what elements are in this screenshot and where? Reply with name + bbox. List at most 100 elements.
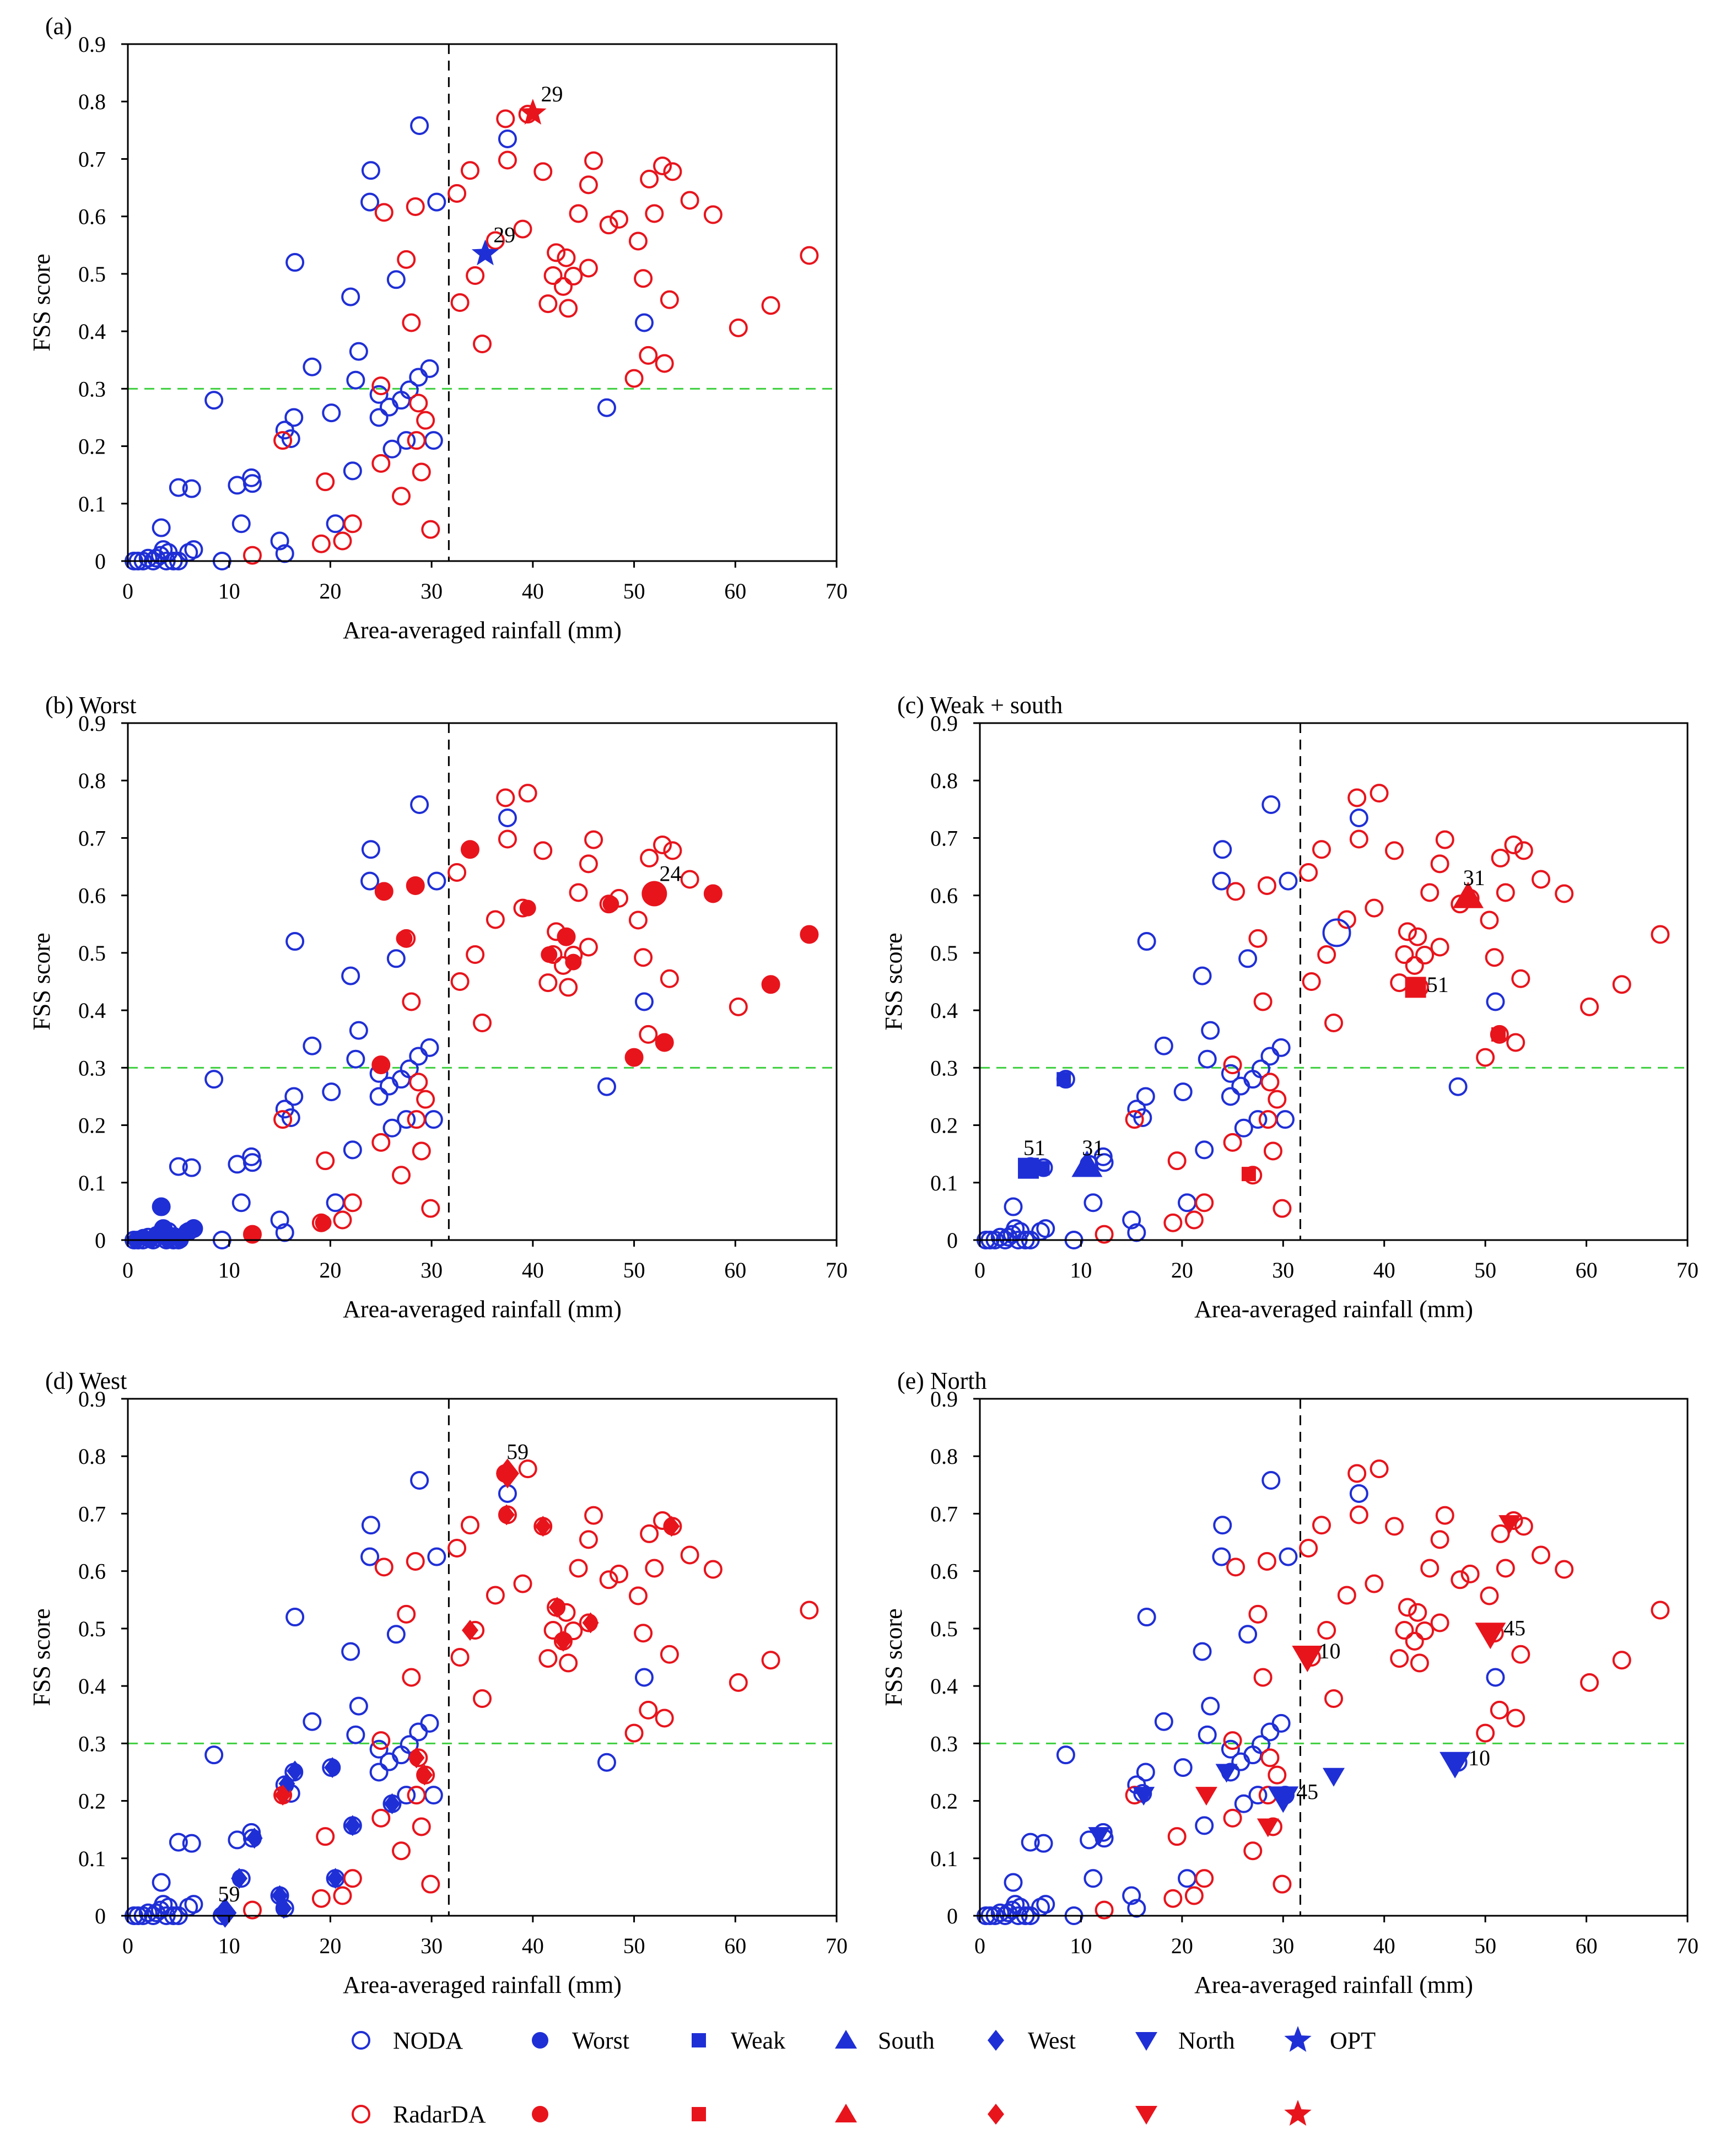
data-point xyxy=(460,161,479,180)
legend-marker xyxy=(835,2030,857,2049)
series-south xyxy=(1452,881,1484,908)
x-tick-label: 10 xyxy=(218,1258,240,1282)
data-point xyxy=(392,1166,411,1185)
data-point xyxy=(1337,1586,1356,1605)
data-point xyxy=(397,431,416,450)
data-point xyxy=(1480,1586,1499,1605)
data-point xyxy=(610,209,629,229)
data-point xyxy=(1133,1787,1155,1806)
data-point xyxy=(1261,795,1281,814)
x-tick-label: 20 xyxy=(1171,1258,1193,1282)
data-point xyxy=(1136,1087,1155,1106)
data-point xyxy=(1260,1073,1280,1092)
data-point xyxy=(1408,1603,1427,1622)
data-point xyxy=(1133,1108,1152,1128)
data-point xyxy=(371,1133,391,1152)
data-point xyxy=(762,976,779,993)
y-tick-label: 0.6 xyxy=(930,1559,958,1584)
series-south xyxy=(1071,1150,1103,1177)
series-worst xyxy=(244,841,818,1243)
data-point xyxy=(450,1648,470,1667)
data-point xyxy=(1125,1110,1144,1129)
data-point xyxy=(1496,1559,1515,1578)
data-point xyxy=(1480,910,1499,930)
x-tick-label: 70 xyxy=(826,1258,848,1282)
legend-label: South xyxy=(878,2027,935,2054)
data-label: 51 xyxy=(1023,1135,1045,1160)
data-point xyxy=(761,296,780,315)
data-point xyxy=(346,1049,365,1069)
data-point xyxy=(406,1551,425,1571)
data-point xyxy=(519,99,547,125)
data-point xyxy=(346,370,365,390)
data-point xyxy=(379,397,398,417)
data-label: 31 xyxy=(1082,1135,1104,1160)
y-tick-label: 0.4 xyxy=(78,998,106,1023)
data-point xyxy=(1420,883,1440,902)
data-point xyxy=(152,1873,171,1892)
y-axis-label: FSS score xyxy=(880,933,907,1030)
data-point xyxy=(800,246,819,265)
data-point xyxy=(1241,1167,1256,1182)
data-point xyxy=(1083,1193,1103,1212)
series-worst xyxy=(127,1198,202,1248)
data-point xyxy=(270,1210,289,1230)
data-point xyxy=(1390,1649,1409,1668)
data-point xyxy=(303,1036,322,1055)
y-tick-label: 0.1 xyxy=(78,1846,106,1871)
legend-label: West xyxy=(1028,2027,1076,2054)
data-point xyxy=(1580,997,1599,1016)
data-point xyxy=(410,795,429,814)
data-point xyxy=(228,476,247,495)
data-point xyxy=(397,1110,416,1129)
data-label: 45 xyxy=(1296,1779,1318,1804)
legend-item xyxy=(692,2107,706,2121)
data-point xyxy=(1430,854,1449,874)
y-tick-label: 0.8 xyxy=(930,768,958,793)
data-point xyxy=(412,462,431,482)
legend-item: West xyxy=(988,2027,1076,2054)
data-point xyxy=(680,1545,699,1565)
data-point xyxy=(424,1786,443,1805)
plot-frame xyxy=(127,1398,838,1917)
y-tick-label: 0.6 xyxy=(78,204,106,229)
legend-marker xyxy=(352,2031,370,2050)
data-point xyxy=(343,461,362,481)
legend-marker xyxy=(1135,2032,1157,2051)
x-tick-label: 20 xyxy=(319,1933,341,1958)
data-point xyxy=(1430,937,1449,957)
data-point xyxy=(1198,1725,1217,1744)
legend-marker xyxy=(352,2105,370,2124)
data-point xyxy=(448,184,467,203)
data-point xyxy=(412,1817,431,1836)
x-tick-label: 50 xyxy=(623,579,645,603)
plot-frame xyxy=(979,722,1689,1241)
series-north xyxy=(1195,1515,1521,1837)
data-point xyxy=(1137,1608,1156,1627)
data-point xyxy=(1430,1530,1449,1549)
legend-label: North xyxy=(1178,2027,1235,2054)
y-tick-label: 0.8 xyxy=(78,768,106,793)
data-point xyxy=(597,1077,616,1096)
data-point xyxy=(427,871,446,891)
data-point xyxy=(1173,1758,1193,1777)
legend-item: Weak xyxy=(692,2027,785,2054)
data-point xyxy=(1193,966,1212,985)
legend-marker xyxy=(835,2104,857,2122)
data-point xyxy=(1095,1153,1114,1172)
data-point xyxy=(384,1793,401,1814)
data-point xyxy=(1448,1077,1468,1096)
y-tick-label: 0.9 xyxy=(78,1387,106,1411)
data-point xyxy=(639,346,658,365)
data-point xyxy=(1198,1049,1217,1069)
data-point xyxy=(1347,1464,1367,1483)
data-point xyxy=(315,1214,332,1231)
x-tick-label: 70 xyxy=(826,1933,848,1958)
y-tick-label: 0.4 xyxy=(78,1674,106,1699)
data-point xyxy=(1248,1604,1268,1624)
data-point xyxy=(1612,975,1631,994)
data-point xyxy=(406,197,425,216)
data-point xyxy=(1491,848,1510,867)
data-point xyxy=(498,150,517,170)
y-axis-label: FSS score xyxy=(28,933,55,1030)
